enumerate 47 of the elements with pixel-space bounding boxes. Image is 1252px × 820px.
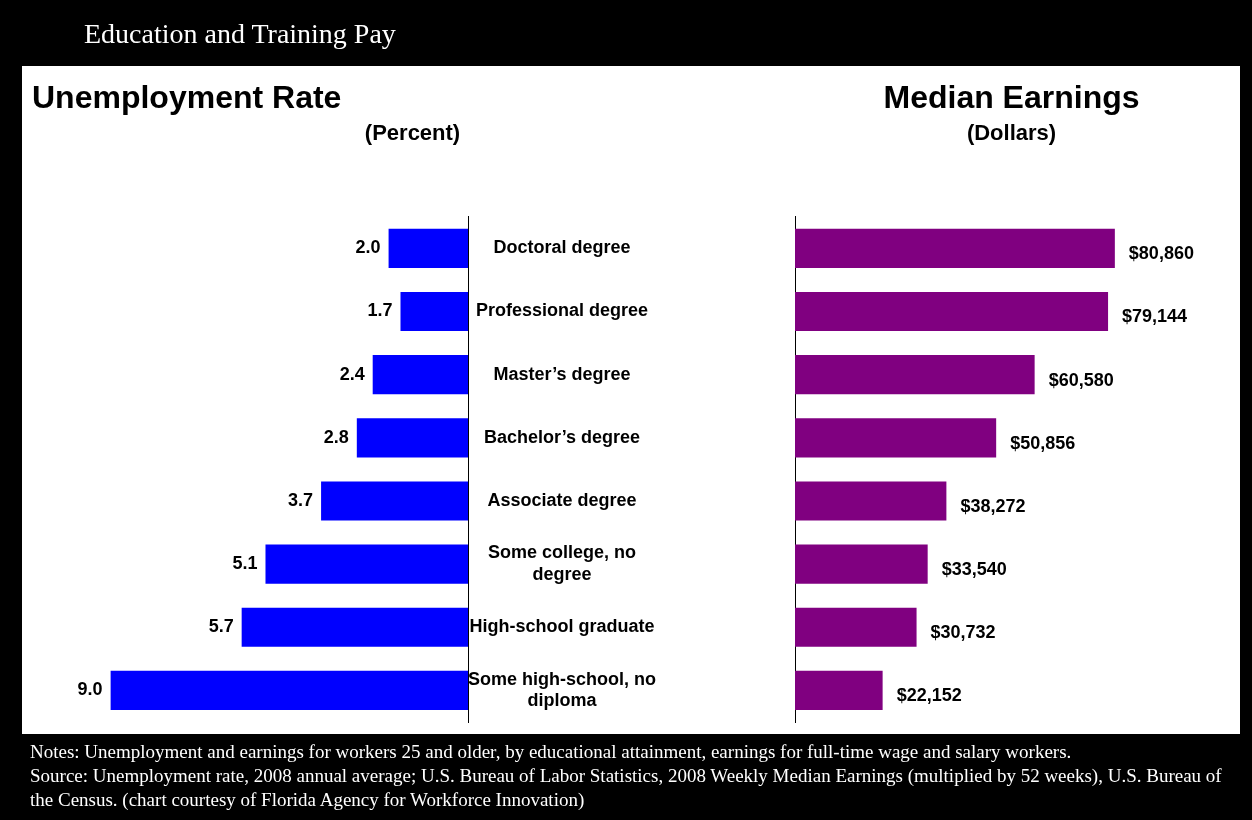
data-label: 2.0	[355, 237, 381, 258]
bar	[110, 670, 468, 710]
data-label: 5.1	[232, 553, 258, 574]
bar	[356, 418, 468, 458]
data-label: 1.7	[367, 300, 393, 321]
y-tick-label: Bachelor’s degree	[483, 426, 641, 447]
bar	[795, 544, 928, 584]
data-label: 2.4	[339, 363, 365, 384]
bar	[795, 291, 1109, 332]
source-note: Source: Unemployment rate, 2008 annual average; U.S. Bureau of Labor Statistics, 2008 Weekly Median Earnings (multiplied by 52 weeks), U.S. Bureau of the Census. (chart courtesy of Florida Agency for Workforce Innovation)	[30, 764, 1223, 812]
chart-subtitle: (Percent)	[364, 119, 461, 145]
bar	[795, 670, 883, 710]
bar	[795, 607, 917, 647]
bar	[400, 291, 468, 332]
data-label: $30,732	[930, 622, 996, 643]
bar	[795, 228, 1115, 268]
chart-title: Median Earnings	[883, 79, 1140, 116]
text: Notes: Unemployment and earnings for workers 25 and older, by educational attainment, earnings for full-time wage and salary workers.	[30, 740, 1073, 764]
y-tick-label: High-school graduate	[469, 616, 655, 637]
data-label: $38,272	[960, 495, 1026, 516]
chart-title: Unemployment Rate	[32, 79, 342, 116]
y-tick-label: Some high-school, no diploma	[468, 668, 656, 711]
data-label: 9.0	[77, 679, 103, 700]
data-label: $60,580	[1048, 369, 1114, 390]
data-label: $33,540	[941, 559, 1007, 580]
y-tick-label: Some college, no degree	[487, 542, 637, 584]
y-tick-label: Professional degree	[475, 300, 649, 321]
data-label: $80,860	[1128, 243, 1194, 264]
bar	[388, 228, 468, 268]
bar	[321, 481, 468, 521]
y-tick-label: Associate degree	[487, 489, 637, 510]
bar	[795, 355, 1035, 395]
data-label: $22,152	[896, 685, 962, 706]
data-label: 5.7	[208, 616, 234, 637]
data-label: $50,856	[1010, 432, 1076, 453]
data-label: 3.7	[288, 489, 314, 510]
text: Education and Training Pay	[84, 18, 396, 50]
bar	[372, 355, 468, 395]
y-tick-label: Master’s degree	[493, 363, 631, 384]
data-label: $79,144	[1122, 306, 1188, 327]
data-label: 2.8	[323, 426, 349, 447]
bar	[795, 418, 997, 458]
bar	[265, 544, 468, 584]
chart-subtitle: (Dollars)	[966, 119, 1057, 145]
y-tick-label: Doctoral degree	[493, 237, 631, 258]
bar	[795, 481, 947, 521]
bar	[241, 607, 468, 647]
